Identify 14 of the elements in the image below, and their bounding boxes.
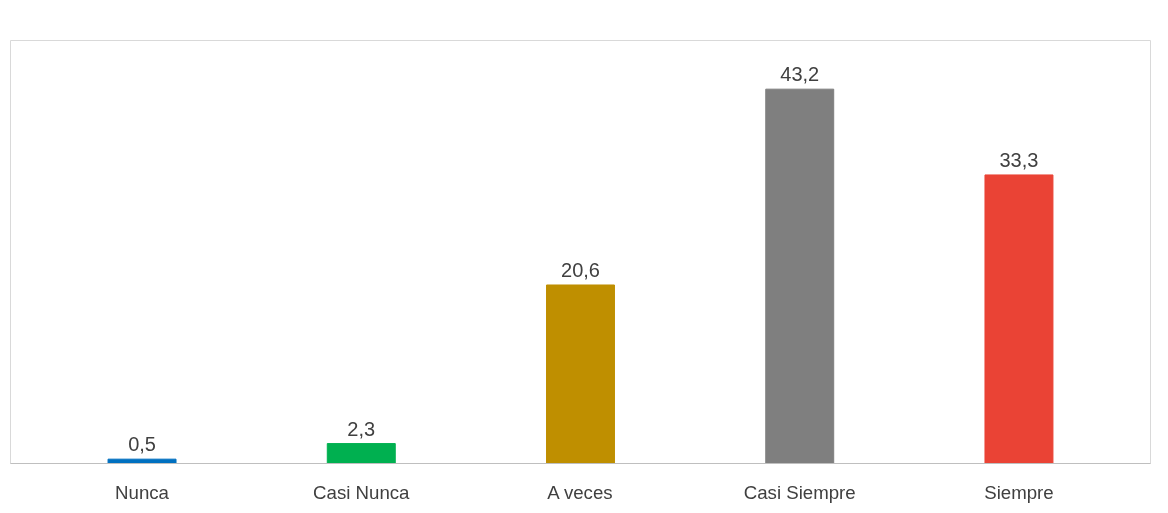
bar: [546, 284, 615, 464]
data-label: 33,3: [999, 148, 1039, 171]
data-label: 20,6: [561, 259, 600, 281]
data-label: 2,3: [347, 417, 376, 440]
data-label: 43,2: [780, 63, 820, 86]
bar: [765, 88, 835, 464]
x-tick-label: Siempre: [984, 481, 1054, 503]
data-label: 0,5: [128, 433, 156, 456]
bar: [984, 174, 1054, 464]
x-tick-label: Casi Siempre: [743, 481, 856, 503]
bar: [326, 443, 396, 464]
x-tick-label: A veces: [547, 481, 613, 503]
x-tick-label: Casi Nunca: [313, 481, 411, 503]
x-tick-label: Nunca: [115, 481, 170, 503]
